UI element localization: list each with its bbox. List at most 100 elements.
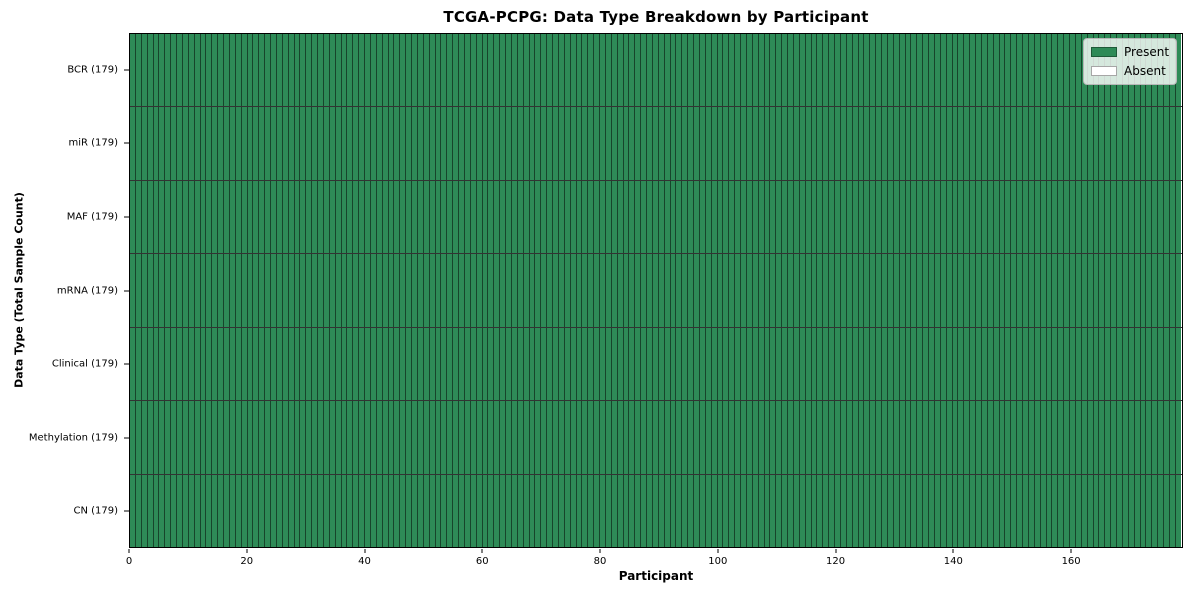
heatmap-cell — [235, 34, 242, 107]
heatmap-cell — [359, 254, 365, 327]
heatmap-cell — [617, 254, 624, 327]
heatmap-cell — [558, 327, 565, 401]
heatmap-cell — [206, 34, 213, 107]
heatmap-cell — [676, 254, 683, 327]
heatmap-cell — [288, 327, 295, 401]
x-tick-label: 100 — [708, 556, 728, 567]
heatmap-cell — [177, 401, 183, 474]
heatmap-cell — [177, 327, 183, 401]
heatmap-cell — [970, 401, 976, 474]
heatmap-cell — [899, 107, 906, 180]
heatmap-cell — [1093, 180, 1100, 254]
heatmap-cell — [323, 401, 330, 474]
heatmap-cell — [435, 401, 442, 474]
heatmap-cell — [1034, 401, 1041, 474]
heatmap-cell — [359, 474, 365, 547]
heatmap-cell — [247, 474, 254, 547]
heatmap-cell — [529, 180, 536, 254]
heatmap-cell — [1017, 474, 1023, 547]
heatmap-cell — [312, 107, 318, 180]
heatmap-cell — [723, 180, 730, 254]
heatmap-cell — [699, 474, 706, 547]
heatmap-cell — [776, 474, 783, 547]
heatmap-cell — [987, 327, 994, 401]
heatmap-cell — [934, 34, 941, 107]
heatmap-cell — [194, 327, 201, 401]
heatmap-cell — [876, 474, 882, 547]
heatmap-cell — [1105, 180, 1112, 254]
heatmap-cell — [429, 254, 436, 327]
heatmap-cell — [288, 474, 295, 547]
heatmap-cell — [1017, 254, 1023, 327]
heatmap-cell — [253, 327, 260, 401]
heatmap-cell — [617, 401, 624, 474]
heatmap-cell — [558, 474, 565, 547]
heatmap-cell — [1099, 401, 1106, 474]
heatmap-cell — [1111, 180, 1117, 254]
heatmap-cell — [218, 474, 224, 547]
heatmap-cell — [494, 254, 501, 327]
heatmap-cell — [729, 180, 736, 254]
heatmap-cell — [300, 254, 307, 327]
heatmap-cell — [764, 474, 771, 547]
heatmap-cell — [635, 327, 642, 401]
heatmap-cell — [353, 34, 360, 107]
heatmap-cell — [353, 327, 360, 401]
heatmap-cell — [770, 474, 777, 547]
heatmap-cell — [952, 180, 959, 254]
heatmap-cell — [870, 254, 877, 327]
heatmap-cell — [159, 401, 166, 474]
heatmap-cell — [523, 254, 530, 327]
heatmap-cell — [635, 107, 642, 180]
heatmap-cell — [911, 254, 918, 327]
heatmap-cell — [864, 474, 871, 547]
heatmap-cell — [517, 327, 524, 401]
heatmap-cell — [676, 327, 683, 401]
heatmap-cell — [629, 401, 636, 474]
heatmap-cell — [1087, 327, 1094, 401]
heatmap-cell — [799, 254, 806, 327]
heatmap-cell — [1105, 401, 1112, 474]
heatmap-cell — [547, 107, 553, 180]
heatmap-cell — [917, 401, 924, 474]
heatmap-cell — [329, 107, 336, 180]
heatmap-cell — [793, 180, 800, 254]
heatmap-cell — [188, 34, 195, 107]
heatmap-cell — [905, 327, 912, 401]
heatmap-cell — [212, 34, 219, 107]
heatmap-cell — [1005, 34, 1012, 107]
heatmap-cell — [482, 474, 489, 547]
heatmap-cell — [494, 107, 501, 180]
heatmap-cell — [835, 401, 841, 474]
heatmap-cell — [341, 474, 348, 547]
heatmap-cell — [435, 180, 442, 254]
heatmap-cell — [1175, 254, 1181, 327]
heatmap-cell — [1152, 254, 1159, 327]
heatmap-cell — [723, 254, 730, 327]
heatmap-cell — [887, 180, 894, 254]
heatmap-cell — [1128, 107, 1135, 180]
heatmap-cell — [376, 401, 383, 474]
heatmap-cell — [382, 34, 389, 107]
heatmap-cell — [259, 254, 266, 327]
heatmap-cell — [271, 107, 277, 180]
heatmap-cell — [652, 327, 659, 401]
heatmap-cell — [177, 180, 183, 254]
heatmap-cell — [1152, 107, 1159, 180]
heatmap-cell — [464, 401, 471, 474]
heatmap-cell — [564, 180, 571, 254]
x-axis-label: Participant — [618, 569, 694, 583]
heatmap-cell — [500, 401, 506, 474]
heatmap-cell — [165, 474, 172, 547]
heatmap-cell — [276, 180, 283, 254]
heatmap-cell — [235, 254, 242, 327]
heatmap-cell — [376, 474, 383, 547]
heatmap-cell — [594, 327, 600, 401]
heatmap-cell — [1052, 401, 1059, 474]
heatmap-cell — [300, 107, 307, 180]
heatmap-cell — [611, 180, 618, 254]
heatmap-cell — [347, 180, 354, 254]
heatmap-cell — [641, 327, 647, 401]
heatmap-cell — [717, 327, 724, 401]
heatmap-cell — [1034, 34, 1041, 107]
